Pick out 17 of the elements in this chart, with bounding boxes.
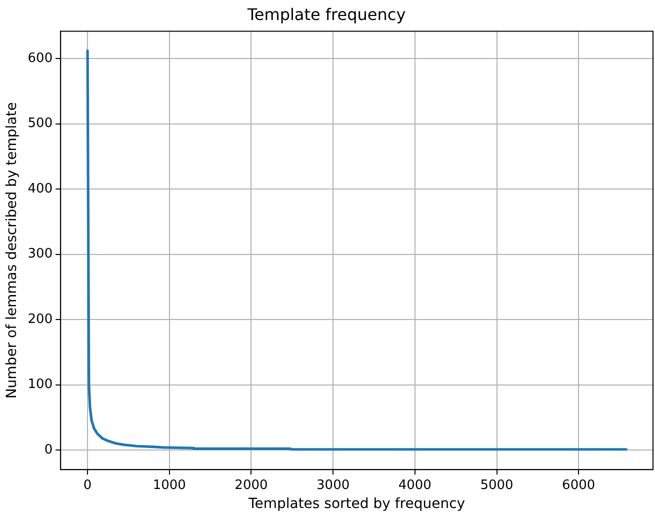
y-tick-label: 100: [28, 377, 53, 392]
y-tick-label: 500: [28, 116, 53, 132]
chart-title: Template frequency: [246, 4, 406, 24]
y-axis-title: Number of lemmas described by template: [4, 102, 20, 399]
y-tick-label: 300: [28, 246, 53, 262]
x-tick-label: 5000: [480, 478, 514, 493]
x-tick-label: 3000: [316, 478, 350, 493]
x-tick-label: 6000: [562, 478, 596, 493]
x-tick-label: 4000: [398, 478, 432, 493]
x-tick-label: 2000: [234, 478, 268, 493]
x-tick-label: 1000: [152, 478, 186, 493]
y-tick-label: 400: [28, 181, 53, 196]
x-axis-title: Templates sorted by frequency: [248, 496, 466, 512]
x-tick-label: 0: [83, 478, 92, 493]
y-tick-label: 600: [28, 50, 53, 66]
y-tick-label: 0: [44, 442, 53, 458]
y-tick-label: 200: [28, 312, 53, 327]
